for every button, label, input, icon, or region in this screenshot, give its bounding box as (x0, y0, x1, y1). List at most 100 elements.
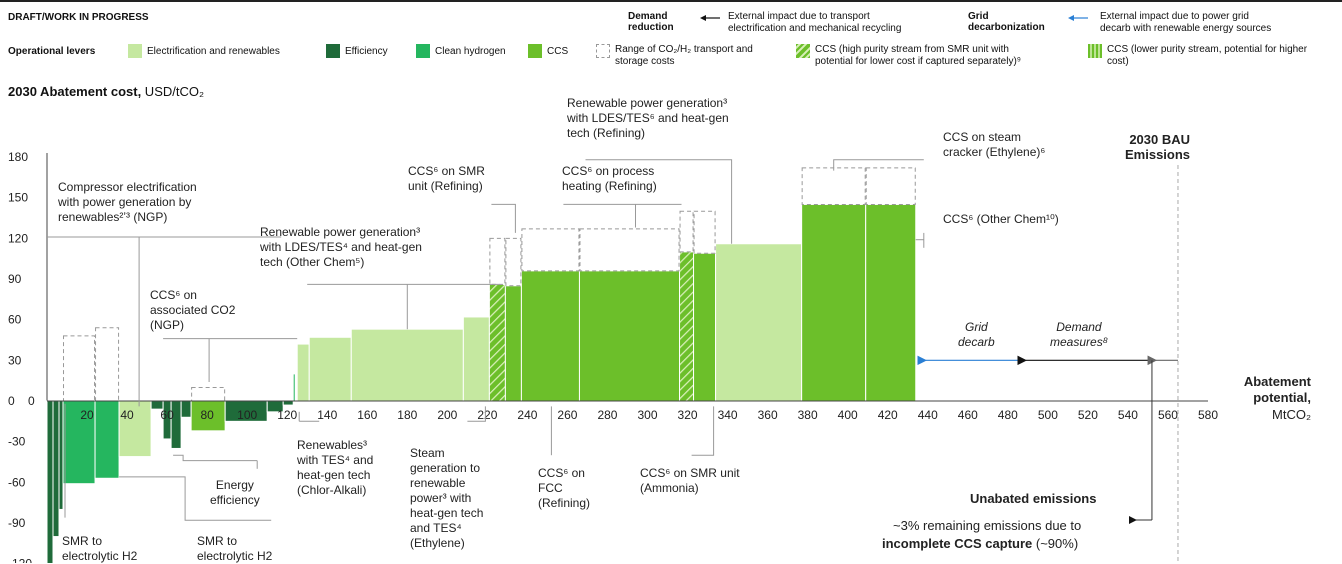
bar-ccs_hatch (679, 251, 695, 402)
bar-efficiency (282, 400, 294, 406)
range-box (801, 167, 866, 205)
x-tick-label: 180 (397, 408, 417, 422)
range-box (191, 386, 226, 402)
chart-title-unit: USD/tCO₂ (141, 84, 205, 99)
legend-label-electrification: Electrification and renewables (147, 46, 280, 57)
x-tick-label: 140 (317, 408, 337, 422)
legend-swatch-hatch (796, 44, 810, 58)
callout-ccs-steam-cracker: CCS on steam cracker (Ethylene)⁶ (943, 130, 1046, 159)
grid-arrow-icon (1068, 15, 1088, 21)
bar-electrification (462, 316, 490, 402)
chart-title-bold: 2030 Abatement cost, (8, 84, 142, 99)
x-tick-label: 240 (517, 408, 537, 422)
grid-decarbonization-title: Grid decarbonization (968, 11, 1045, 33)
grid-decarbonization-desc: External impact due to power grid decarb… (1100, 11, 1272, 34)
callout-smr-electrolytic-h2-1: SMR to electrolytic H2 (62, 534, 138, 563)
x-tick-label: 320 (678, 408, 698, 422)
x-tick-label: 80 (200, 408, 214, 422)
range-box (679, 210, 694, 253)
legend-label-ccs-low-purity: CCS (lower purity stream, potential for … (1107, 44, 1308, 67)
callout-energy-efficiency: Energy efficiency (210, 478, 260, 507)
leader-ccs-steam (833, 159, 924, 171)
chart-title: 2030 Abatement cost, USD/tCO₂ (8, 84, 204, 99)
x-tick-label: 500 (1038, 408, 1058, 422)
x-tick-label: 100 (237, 408, 257, 422)
x-tick-label: 340 (718, 408, 738, 422)
callout-ccs-other-chem: CCS⁶ (Other Chem¹⁰) (943, 212, 1059, 226)
y-tick-label: 60 (8, 313, 22, 327)
x-tick-label: 120 (277, 408, 297, 422)
bar-ccs (578, 270, 681, 402)
x-tick-label: 560 (1158, 408, 1178, 422)
bar-ccs (504, 285, 522, 402)
x-tick-label: 160 (357, 408, 377, 422)
callout-bau-emissions: 2030 BAU Emissions (1125, 132, 1191, 162)
legend-swatch-ccs (528, 44, 542, 58)
leader-smr-h2-2 (119, 476, 272, 521)
callout-renewable-refining: Renewable power generation³ with LDES/TE… (567, 96, 729, 140)
label-grid-decarb: Grid decarb (958, 320, 995, 349)
x-axis-title-1: Abatement (1243, 374, 1311, 389)
legend-item-ccs-high-purity: CCS (high purity stream from SMR unit wi… (796, 44, 1021, 68)
bar-ccs (801, 203, 867, 402)
bar-ccs (520, 270, 580, 402)
x-tick-label: 440 (918, 408, 938, 422)
callout-renewable-other-chem: Renewable power generation³ with LDES/TE… (260, 225, 422, 269)
x-tick-label: 200 (437, 408, 457, 422)
legend-title-text: Operational levers (8, 46, 96, 57)
leader-steam-gen (467, 406, 486, 422)
callout-steam-generation-ethylene: Steam generation to renewable power³ wit… (410, 446, 484, 550)
x-tick-label: 380 (798, 408, 818, 422)
legend-label-range: Range of CO₂/H₂ transport and storage co… (615, 44, 753, 67)
y-tick-label: -30 (8, 435, 26, 449)
y-tick-label: -120 (8, 557, 32, 563)
y-tick-label: 0 (8, 394, 15, 408)
legend-item-electrification: Electrification and renewables (128, 44, 280, 58)
legend-swatch-electrification (128, 44, 142, 58)
x-tick-label: 420 (878, 408, 898, 422)
draft-label: DRAFT/WORK IN PROGRESS (8, 12, 149, 23)
x-tick-label: 580 (1198, 408, 1218, 422)
bar-electrification (118, 400, 152, 458)
callout-renewables-chlor-alkali: Renewables³ with TES⁴ and heat-gen tech … (297, 438, 374, 497)
range-box (865, 167, 916, 205)
x-tick-label: 280 (597, 408, 617, 422)
legend-item-range: Range of CO₂/H₂ transport and storage co… (596, 44, 753, 68)
x-tick-label: 360 (758, 408, 778, 422)
x-tick-label: 460 (958, 408, 978, 422)
bar-efficiency (46, 400, 54, 563)
unabated-emissions-capture-bold: incomplete CCS capture (882, 536, 1033, 551)
legend-title: Operational levers (8, 46, 95, 58)
demand-arrow-icon (700, 15, 720, 21)
range-box (521, 228, 580, 272)
x-tick-label: 480 (998, 408, 1018, 422)
range-box (63, 335, 96, 402)
callout-ccs-associated-co2: CCS⁶ on associated CO2 (NGP) (150, 288, 236, 332)
x-tick-label: 400 (838, 408, 858, 422)
legend-label-ccs-high-purity: CCS (high purity stream from SMR unit wi… (815, 44, 1022, 67)
bars (46, 203, 917, 563)
callout-compressor-electrification: Compressor electrification with power ge… (58, 180, 197, 224)
legend: Operational levers Electrification and r… (8, 40, 1342, 72)
demand-reduction-title: Demand reduction (628, 11, 674, 33)
y-tick-label: 120 (8, 231, 28, 245)
y-tick-label: 30 (8, 353, 22, 367)
callout-leaders (47, 159, 925, 521)
top-rule (0, 0, 1342, 2)
x-axis-title-3: MtCO₂ (1272, 407, 1311, 422)
x-tick-label: 540 (1118, 408, 1138, 422)
legend-item-hydrogen: Clean hydrogen (416, 44, 506, 58)
range-box (579, 228, 680, 272)
leader-energy-eff (173, 454, 258, 462)
label-demand-measures: Demand measures⁸ (1050, 320, 1108, 349)
y-tick-label: 90 (8, 272, 22, 286)
y-tick-label: 150 (8, 191, 28, 205)
bar-ccs (693, 252, 717, 402)
callout-smr-electrolytic-h2-2: SMR to electrolytic H2 (197, 534, 273, 563)
bar-hydrogen (292, 373, 296, 402)
leader-ccs-smr-refining (491, 203, 516, 233)
callout-ccs-smr-refining: CCS⁶ on SMR unit (Refining) (408, 164, 485, 193)
legend-swatch-efficiency (326, 44, 340, 58)
y-tick-label: 180 (8, 150, 28, 164)
